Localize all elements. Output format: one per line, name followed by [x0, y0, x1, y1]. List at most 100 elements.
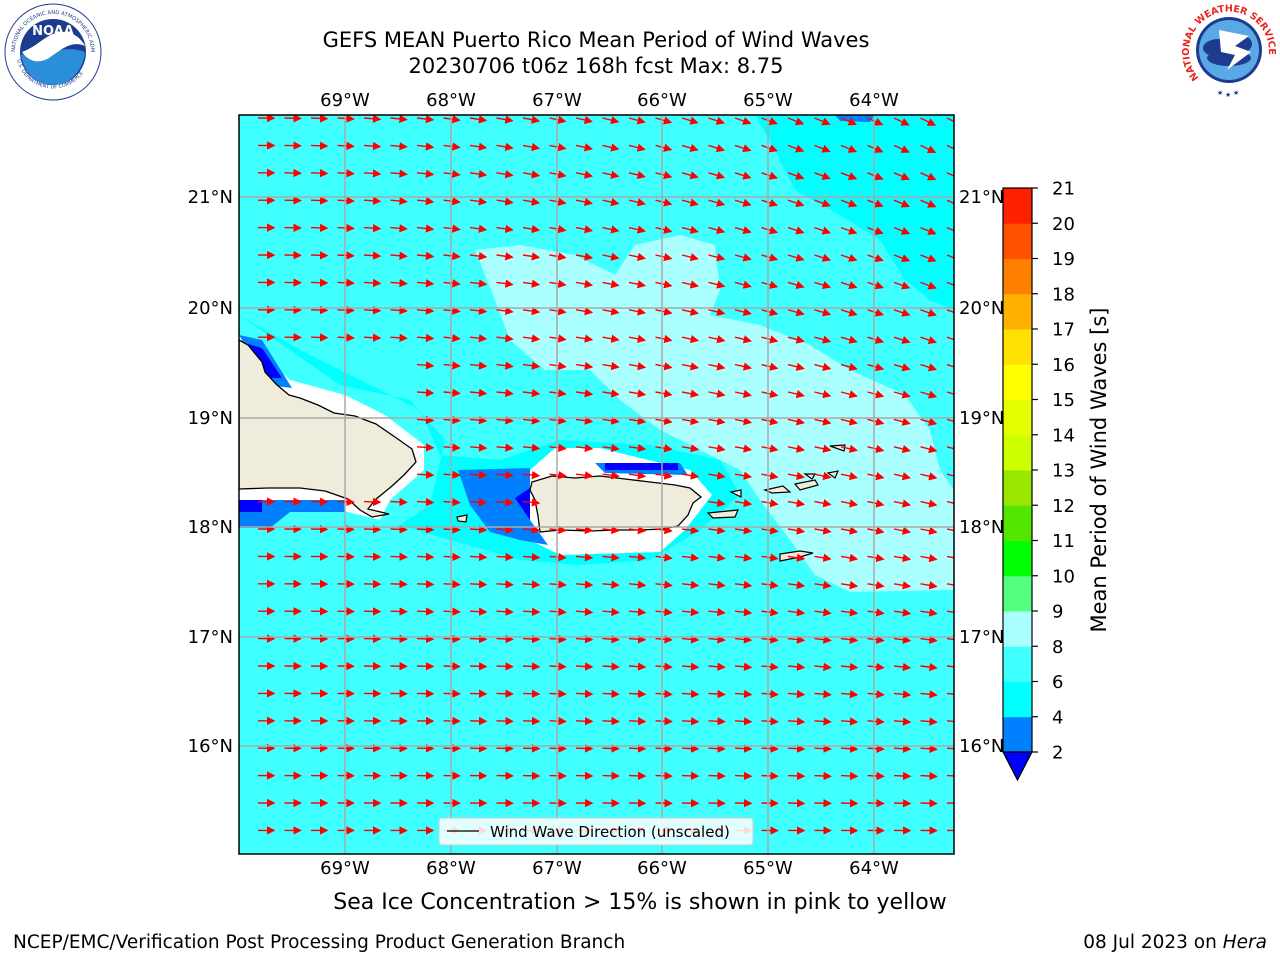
lon-label-bottom-68w: 68°W [426, 858, 476, 879]
wind-arrow [496, 580, 514, 589]
wind-arrow [681, 389, 700, 398]
wind-arrow [920, 472, 938, 481]
wind-arrow [893, 499, 912, 508]
wind-arrow [787, 635, 806, 644]
wind-arrow [522, 552, 541, 562]
wind-arrow [920, 581, 938, 590]
wind-arrow [920, 199, 937, 208]
wind-arrow [840, 580, 859, 590]
wind-arrow [575, 471, 594, 480]
wind-arrow [390, 115, 408, 124]
period-lt2s-mona [515, 488, 530, 520]
lat-label-right-18n: 18°N [959, 517, 1004, 538]
wind-arrow [787, 444, 806, 453]
lon-label-bottom-69w: 69°W [320, 858, 370, 879]
wind-arrow [946, 391, 954, 395]
wind-arrow [681, 307, 699, 316]
colorbar-segment [1003, 434, 1032, 471]
wind-arrow [814, 308, 832, 317]
wind-arrow [787, 253, 805, 262]
wind-arrow [496, 361, 514, 370]
wind-arrow [787, 199, 805, 208]
wind-arrow [761, 226, 779, 235]
virgin-islands [763, 444, 846, 494]
wind-arrow [867, 281, 884, 290]
wind-arrow [496, 306, 514, 316]
colorbar-tick-label: 2 [1052, 743, 1063, 764]
wind-arrow [946, 555, 954, 559]
wind-arrow [390, 142, 408, 151]
wind-arrow [416, 634, 435, 644]
wind-arrow [655, 143, 673, 152]
wind-arrow [734, 389, 753, 398]
colorbar-tick-label: 14 [1052, 425, 1075, 446]
wind-arrow [496, 224, 514, 234]
wind-arrow [575, 225, 594, 234]
wind-arrow [708, 607, 726, 617]
wind-arrow [522, 142, 541, 152]
wind-arrow [787, 335, 805, 344]
wind-arrow [628, 689, 647, 699]
wind-arrow [840, 390, 858, 399]
wind-arrow [761, 280, 779, 289]
wind-arrow [840, 172, 858, 181]
wind-arrow [628, 607, 647, 617]
colorbar-under-triangle [1002, 751, 1033, 782]
wind-arrow [708, 717, 726, 726]
noaa-logo: NOAA NATIONAL OCEANIC AND ATMOSPHERIC AD… [3, 2, 102, 101]
wind-arrow [602, 635, 620, 644]
wind-arrow [734, 444, 753, 453]
wind-arrow [761, 635, 779, 644]
wind-arrow [920, 254, 937, 263]
wind-arrow [655, 416, 673, 426]
wind-arrow [602, 334, 620, 343]
svg-text:★: ★ [1217, 89, 1223, 97]
wind-arrow [628, 744, 647, 753]
wind-arrow [628, 635, 647, 644]
wind-arrow [787, 662, 806, 672]
colorbar-segment [1003, 505, 1032, 541]
wind-arrow [708, 771, 726, 781]
wind-arrow [867, 662, 885, 672]
wind-arrow [946, 528, 954, 532]
wind-arrow [681, 471, 700, 480]
wind-arrow [681, 717, 700, 726]
wind-arrow [814, 717, 832, 726]
wind-arrow [522, 115, 541, 124]
wind-arrow [522, 716, 541, 726]
wind-arrow [893, 690, 912, 699]
wind-arrow [761, 771, 779, 781]
wind-arrow [893, 308, 911, 317]
wind-arrow [761, 308, 779, 317]
wind-arrow [946, 692, 954, 695]
wind-arrow [575, 389, 594, 398]
wind-arrow [681, 635, 700, 644]
wind-arrow [734, 362, 752, 371]
lat-label-left-21n: 21°N [188, 187, 233, 208]
wind-arrow [575, 580, 594, 589]
wind-arrow [496, 498, 514, 507]
wind-arrow [946, 802, 954, 804]
wind-arrow [867, 172, 884, 181]
wind-arrow [469, 279, 488, 288]
wind-arrow [946, 117, 954, 127]
wind-arrow [681, 771, 700, 781]
wind-arrow [628, 198, 646, 207]
wind-arrow [840, 281, 858, 290]
wind-arrow [840, 471, 859, 481]
wind-arrow [469, 388, 488, 398]
wind-arrow [363, 525, 382, 534]
wind-arrow [390, 525, 408, 534]
chart-title-line1: GEFS MEAN Puerto Rico Mean Period of Win… [322, 28, 870, 52]
wind-arrow [496, 170, 514, 179]
wind-arrow [628, 662, 647, 671]
wind-arrow [602, 525, 620, 535]
wind-arrow [946, 446, 954, 450]
wind-arrow [522, 470, 541, 480]
wind-arrow [867, 690, 885, 699]
wind-arrow [814, 253, 832, 262]
wind-arrow [867, 199, 884, 208]
period-2-4s-hispaniola-south [239, 500, 345, 528]
wind-arrow [469, 525, 488, 534]
wind-arrow [761, 335, 779, 344]
